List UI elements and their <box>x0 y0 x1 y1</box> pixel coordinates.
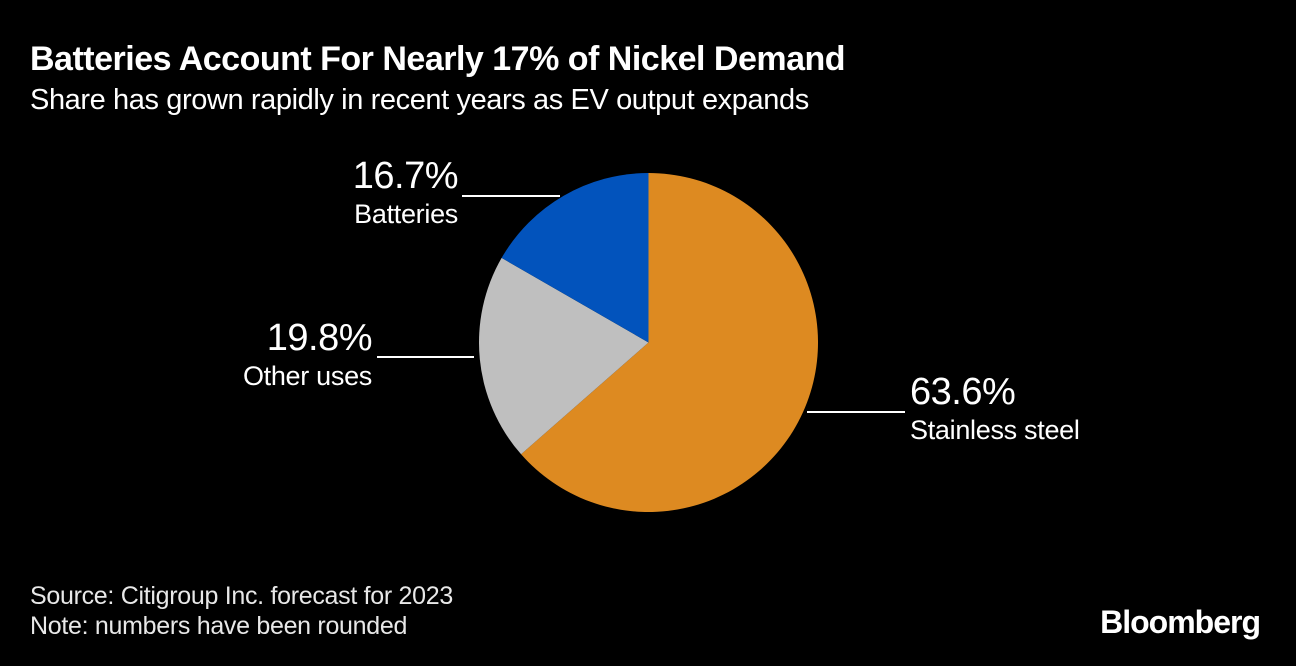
source-text: Source: Citigroup Inc. forecast for 2023 <box>30 582 453 610</box>
other-uses-category-label: Other uses <box>242 361 372 391</box>
footer: Source: Citigroup Inc. forecast for 2023… <box>30 581 453 641</box>
stainless-steel-leader-line <box>807 411 905 413</box>
stainless-steel-value-label: 63.6% <box>910 371 1016 413</box>
pie-chart <box>479 173 818 512</box>
callout-other-uses: 19.8% Other uses <box>22 317 373 394</box>
chart-subtitle: Share has grown rapidly in recent years … <box>30 84 809 116</box>
pie-slice-batteries <box>501 173 649 343</box>
pie-slice-other-uses <box>479 257 649 455</box>
stainless-steel-category-label: Stainless steel <box>910 415 1080 445</box>
chart-title: Batteries Account For Nearly 17% of Nick… <box>30 40 846 78</box>
bloomberg-logo: Bloomberg <box>1100 604 1261 640</box>
callout-stainless-steel: 63.6% Stainless steel <box>910 372 1080 448</box>
other-uses-value-label: 19.8% <box>266 317 373 359</box>
other-uses-leader-line <box>377 356 474 358</box>
batteries-leader-line <box>462 195 560 197</box>
batteries-category-label: Batteries <box>354 199 458 229</box>
batteries-value-label: 16.7% <box>352 155 459 197</box>
callout-batteries: 16.7% Batteries <box>108 155 459 232</box>
pie-slice-stainless-steel <box>521 173 818 512</box>
note-text: Note: numbers have been rounded <box>30 612 408 640</box>
